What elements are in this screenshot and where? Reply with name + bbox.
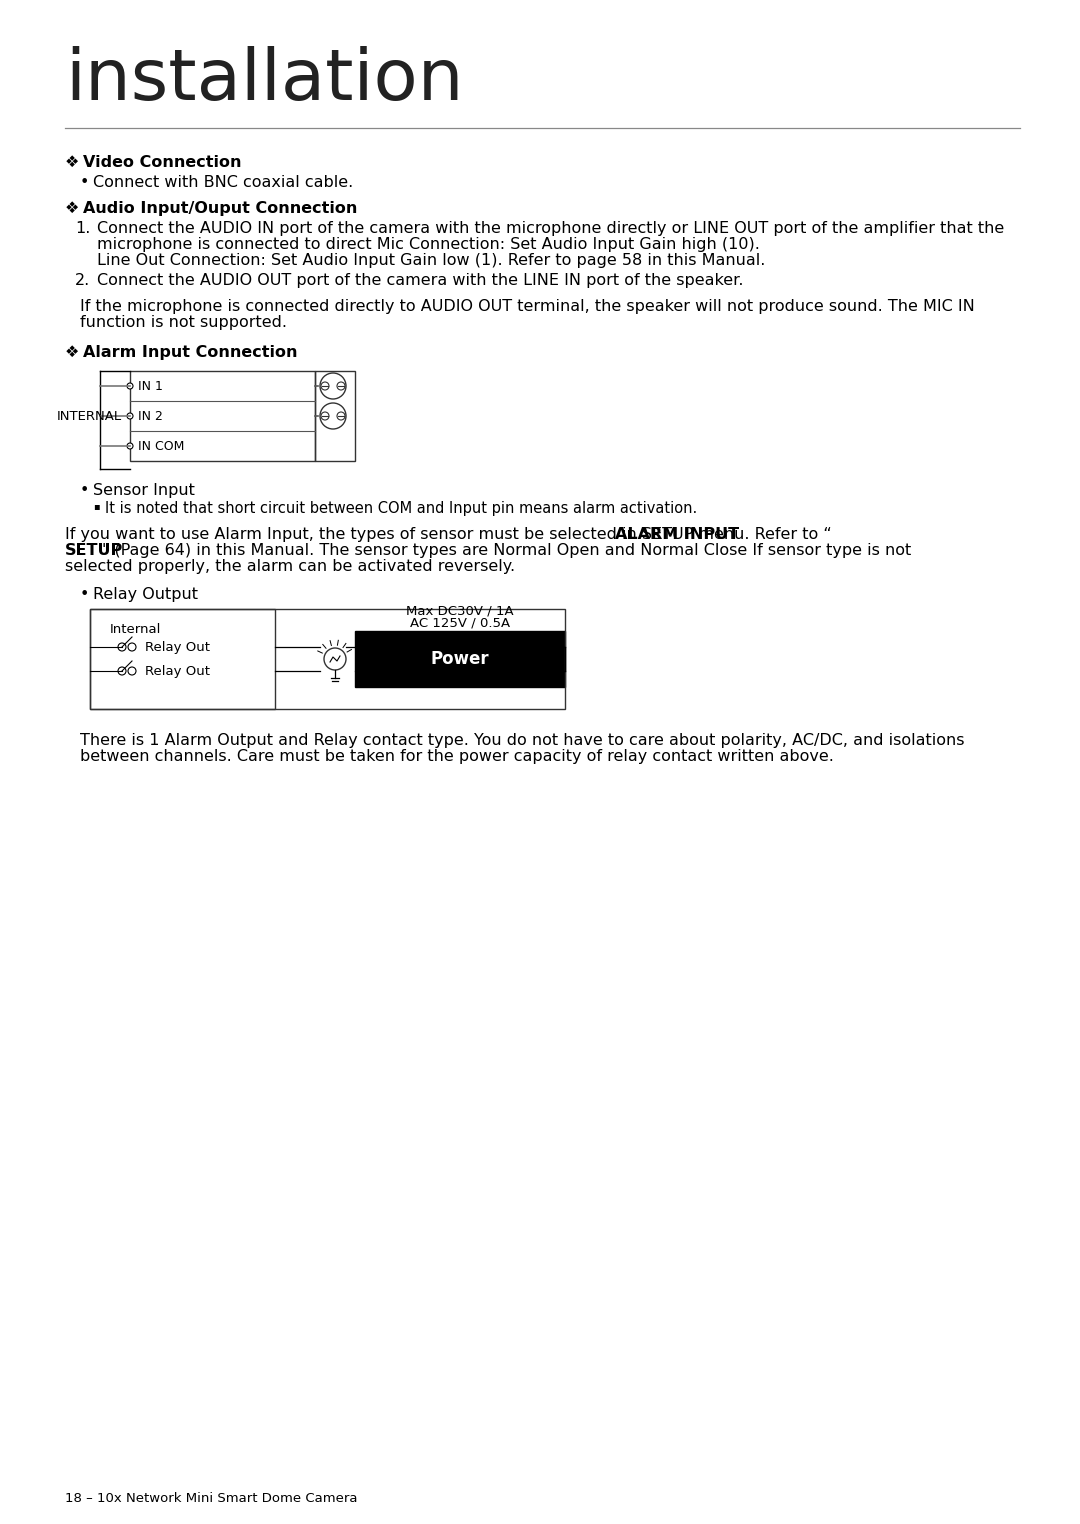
Circle shape <box>127 413 133 419</box>
Text: function is not supported.: function is not supported. <box>80 315 287 331</box>
Text: Relay Out: Relay Out <box>145 664 210 678</box>
Text: If the microphone is connected directly to AUDIO OUT terminal, the speaker will : If the microphone is connected directly … <box>80 299 975 314</box>
Text: Audio Input/Ouput Connection: Audio Input/Ouput Connection <box>83 201 357 216</box>
Text: IN 1: IN 1 <box>138 379 163 393</box>
Text: SETUP: SETUP <box>65 543 123 558</box>
Circle shape <box>129 643 136 651</box>
Circle shape <box>321 411 329 421</box>
Text: between channels. Care must be taken for the power capacity of relay contact wri: between channels. Care must be taken for… <box>80 748 834 764</box>
Text: IN 2: IN 2 <box>138 410 163 422</box>
Text: There is 1 Alarm Output and Relay contact type. You do not have to care about po: There is 1 Alarm Output and Relay contac… <box>80 733 964 748</box>
Text: Connect the AUDIO IN port of the camera with the microphone directly or LINE OUT: Connect the AUDIO IN port of the camera … <box>97 221 1004 236</box>
Text: 18 – 10x Network Mini Smart Dome Camera: 18 – 10x Network Mini Smart Dome Camera <box>65 1492 357 1506</box>
Circle shape <box>321 383 329 390</box>
Text: Connect with BNC coaxial cable.: Connect with BNC coaxial cable. <box>93 175 353 190</box>
Text: " (Page 64) in this Manual. The sensor types are Normal Open and Normal Close If: " (Page 64) in this Manual. The sensor t… <box>103 543 912 558</box>
Text: AC 125V / 0.5A: AC 125V / 0.5A <box>410 617 510 629</box>
Text: Relay Output: Relay Output <box>93 587 198 602</box>
Text: ▪: ▪ <box>93 501 99 511</box>
Text: It is noted that short circuit between COM and Input pin means alarm activation.: It is noted that short circuit between C… <box>105 501 698 517</box>
Text: Relay Out: Relay Out <box>145 640 210 654</box>
Text: Line Out Connection: Set Audio Input Gain low (1). Refer to page 58 in this Manu: Line Out Connection: Set Audio Input Gai… <box>97 253 766 268</box>
Text: microphone is connected to direct Mic Connection: Set Audio Input Gain high (10): microphone is connected to direct Mic Co… <box>97 238 760 251</box>
Text: ALARM INPUT: ALARM INPUT <box>615 527 739 543</box>
Text: Sensor Input: Sensor Input <box>93 483 194 498</box>
Text: ❖: ❖ <box>65 155 79 171</box>
Text: ❖: ❖ <box>65 344 79 360</box>
Text: Alarm Input Connection: Alarm Input Connection <box>83 344 297 360</box>
Circle shape <box>127 443 133 450</box>
Text: installation: installation <box>65 46 463 114</box>
Text: •: • <box>80 587 90 602</box>
Text: •: • <box>80 483 90 498</box>
Circle shape <box>129 668 136 675</box>
Circle shape <box>127 383 133 389</box>
Text: Internal: Internal <box>110 623 161 636</box>
Circle shape <box>118 643 126 651</box>
Text: Video Connection: Video Connection <box>83 155 242 171</box>
Text: 1.: 1. <box>75 221 91 236</box>
Circle shape <box>324 648 346 671</box>
Circle shape <box>337 383 345 390</box>
Text: 2.: 2. <box>75 273 91 288</box>
Circle shape <box>320 402 346 428</box>
Text: If you want to use Alarm Input, the types of sensor must be selected in SETUP me: If you want to use Alarm Input, the type… <box>65 527 832 543</box>
Text: Max DC30V / 1A: Max DC30V / 1A <box>406 604 514 617</box>
Circle shape <box>118 668 126 675</box>
Text: INTERNAL: INTERNAL <box>57 410 122 422</box>
Text: ❖: ❖ <box>65 201 79 216</box>
Text: IN COM: IN COM <box>138 439 185 453</box>
Polygon shape <box>355 631 565 687</box>
Circle shape <box>320 373 346 399</box>
Text: •: • <box>80 175 90 190</box>
Text: Power: Power <box>431 651 489 668</box>
Text: selected properly, the alarm can be activated reversely.: selected properly, the alarm can be acti… <box>65 559 515 575</box>
Text: Connect the AUDIO OUT port of the camera with the LINE IN port of the speaker.: Connect the AUDIO OUT port of the camera… <box>97 273 743 288</box>
Circle shape <box>337 411 345 421</box>
